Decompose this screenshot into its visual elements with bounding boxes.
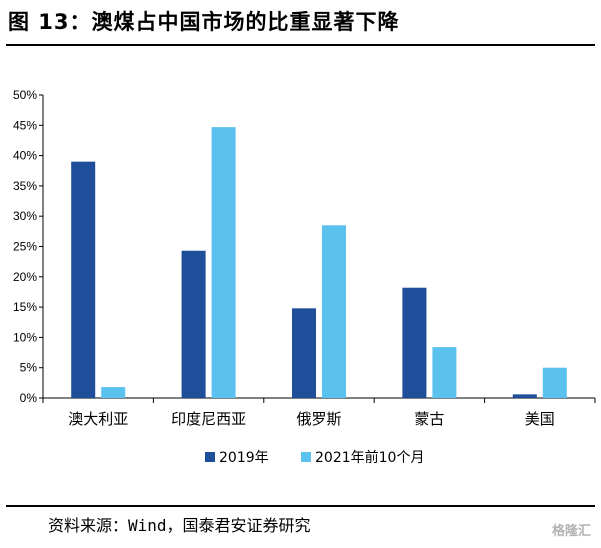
y-tick-label: 5% bbox=[20, 361, 38, 375]
y-tick-label: 20% bbox=[13, 270, 37, 284]
legend-label: 2019年 bbox=[219, 450, 269, 466]
footer-divider bbox=[6, 505, 595, 507]
y-tick-label: 50% bbox=[13, 88, 37, 102]
watermark-logo: 格隆汇 bbox=[551, 524, 591, 539]
bar-series-2021 bbox=[542, 367, 567, 398]
legend-label: 2021年前10个月 bbox=[315, 449, 424, 466]
category-label: 俄罗斯 bbox=[296, 410, 341, 428]
category-label: 蒙古 bbox=[414, 410, 444, 428]
bar-series-2019 bbox=[402, 287, 427, 398]
category-label: 澳大利亚 bbox=[68, 410, 128, 428]
title-divider bbox=[6, 44, 595, 46]
chart-title: 图 13：澳煤占中国市场的比重显著下降 bbox=[8, 10, 400, 34]
y-tick-label: 10% bbox=[13, 330, 37, 344]
legend-swatch bbox=[301, 452, 311, 462]
y-tick-label: 25% bbox=[13, 240, 37, 254]
bar-series-2021 bbox=[432, 347, 457, 398]
y-tick-label: 45% bbox=[13, 118, 37, 132]
bar-series-2019 bbox=[71, 161, 96, 398]
category-label: 美国 bbox=[525, 410, 555, 428]
y-tick-label: 0% bbox=[20, 391, 38, 405]
y-tick-label: 15% bbox=[13, 300, 37, 314]
bar-series-2019 bbox=[512, 394, 537, 398]
y-tick-label: 30% bbox=[13, 209, 37, 223]
bar-series-2019 bbox=[181, 250, 206, 398]
bar-series-2021 bbox=[322, 225, 346, 398]
legend-swatch bbox=[205, 452, 215, 462]
category-label: 印度尼西亚 bbox=[171, 410, 246, 428]
y-tick-label: 35% bbox=[13, 179, 37, 193]
source-note: 资料来源：Wind，国泰君安证券研究 bbox=[48, 516, 311, 535]
bar-series-2021 bbox=[211, 127, 236, 399]
bar-series-2021 bbox=[101, 387, 126, 398]
y-tick-label: 40% bbox=[13, 149, 37, 163]
bar-series-2019 bbox=[292, 308, 316, 398]
bar-chart: 0% 5% 10% 15% 20% 25% 30% 35% 40% 45% 50% 澳大利亚 印度尼西亚… bbox=[13, 88, 596, 466]
